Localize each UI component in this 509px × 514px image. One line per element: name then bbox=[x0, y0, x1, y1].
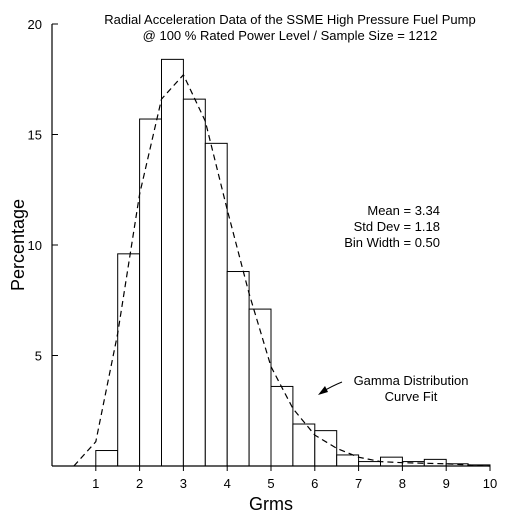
histogram-bar-8 bbox=[270, 385, 294, 467]
x-axis-label: Grms bbox=[249, 494, 293, 514]
stat-std-dev: Std Dev = 1.18 bbox=[354, 219, 440, 234]
histogram-bar-10 bbox=[314, 430, 338, 467]
x-tick-label-9: 9 bbox=[443, 476, 450, 491]
histogram-bar-11 bbox=[336, 454, 360, 467]
y-axis-label: Percentage bbox=[8, 199, 28, 291]
x-tick-label-2: 2 bbox=[136, 476, 143, 491]
y-ticks: 5 10 15 20 bbox=[28, 17, 58, 364]
x-tick-label-4: 4 bbox=[224, 476, 231, 491]
histogram-bar-7 bbox=[248, 308, 272, 467]
y-tick-label-10: 10 bbox=[28, 238, 42, 253]
histogram-bar-1 bbox=[117, 253, 141, 467]
stat-bin-width: Bin Width = 0.50 bbox=[344, 235, 440, 250]
gamma-fit-curve bbox=[73, 73, 491, 467]
annotation-line-1: Gamma Distribution bbox=[354, 373, 469, 388]
chart-title-line-2: @ 100 % Rated Power Level / Sample Size … bbox=[143, 28, 438, 43]
x-tick-label-7: 7 bbox=[355, 476, 362, 491]
annotation-line-2: Curve Fit bbox=[385, 389, 438, 404]
histogram-bar-12 bbox=[358, 461, 382, 467]
histogram-bar-5 bbox=[204, 142, 228, 467]
histogram-bar-14 bbox=[401, 461, 425, 467]
histogram-bars bbox=[95, 58, 491, 467]
y-tick-label-5: 5 bbox=[35, 349, 42, 364]
x-tick-label-1: 1 bbox=[92, 476, 99, 491]
x-tick-label-3: 3 bbox=[180, 476, 187, 491]
chart-title-line-1: Radial Acceleration Data of the SSME Hig… bbox=[104, 12, 475, 27]
histogram-bar-2 bbox=[139, 118, 163, 467]
annotation-arrowhead bbox=[318, 386, 328, 395]
histogram-bar-0 bbox=[95, 450, 119, 467]
x-tick-label-6: 6 bbox=[311, 476, 318, 491]
histogram-bar-15 bbox=[423, 458, 447, 467]
y-tick-label-20: 20 bbox=[28, 17, 42, 32]
histogram-bar-3 bbox=[161, 58, 184, 467]
y-tick-label-15: 15 bbox=[28, 128, 42, 143]
x-tick-label-10: 10 bbox=[483, 476, 497, 491]
stat-mean: Mean = 3.34 bbox=[367, 203, 440, 218]
histogram-bar-4 bbox=[182, 98, 206, 467]
x-tick-label-5: 5 bbox=[267, 476, 274, 491]
x-tick-label-8: 8 bbox=[399, 476, 406, 491]
x-ticks: 1 2 3 4 5 6 7 8 9 10 bbox=[92, 466, 497, 491]
histogram-bar-6 bbox=[226, 271, 250, 467]
